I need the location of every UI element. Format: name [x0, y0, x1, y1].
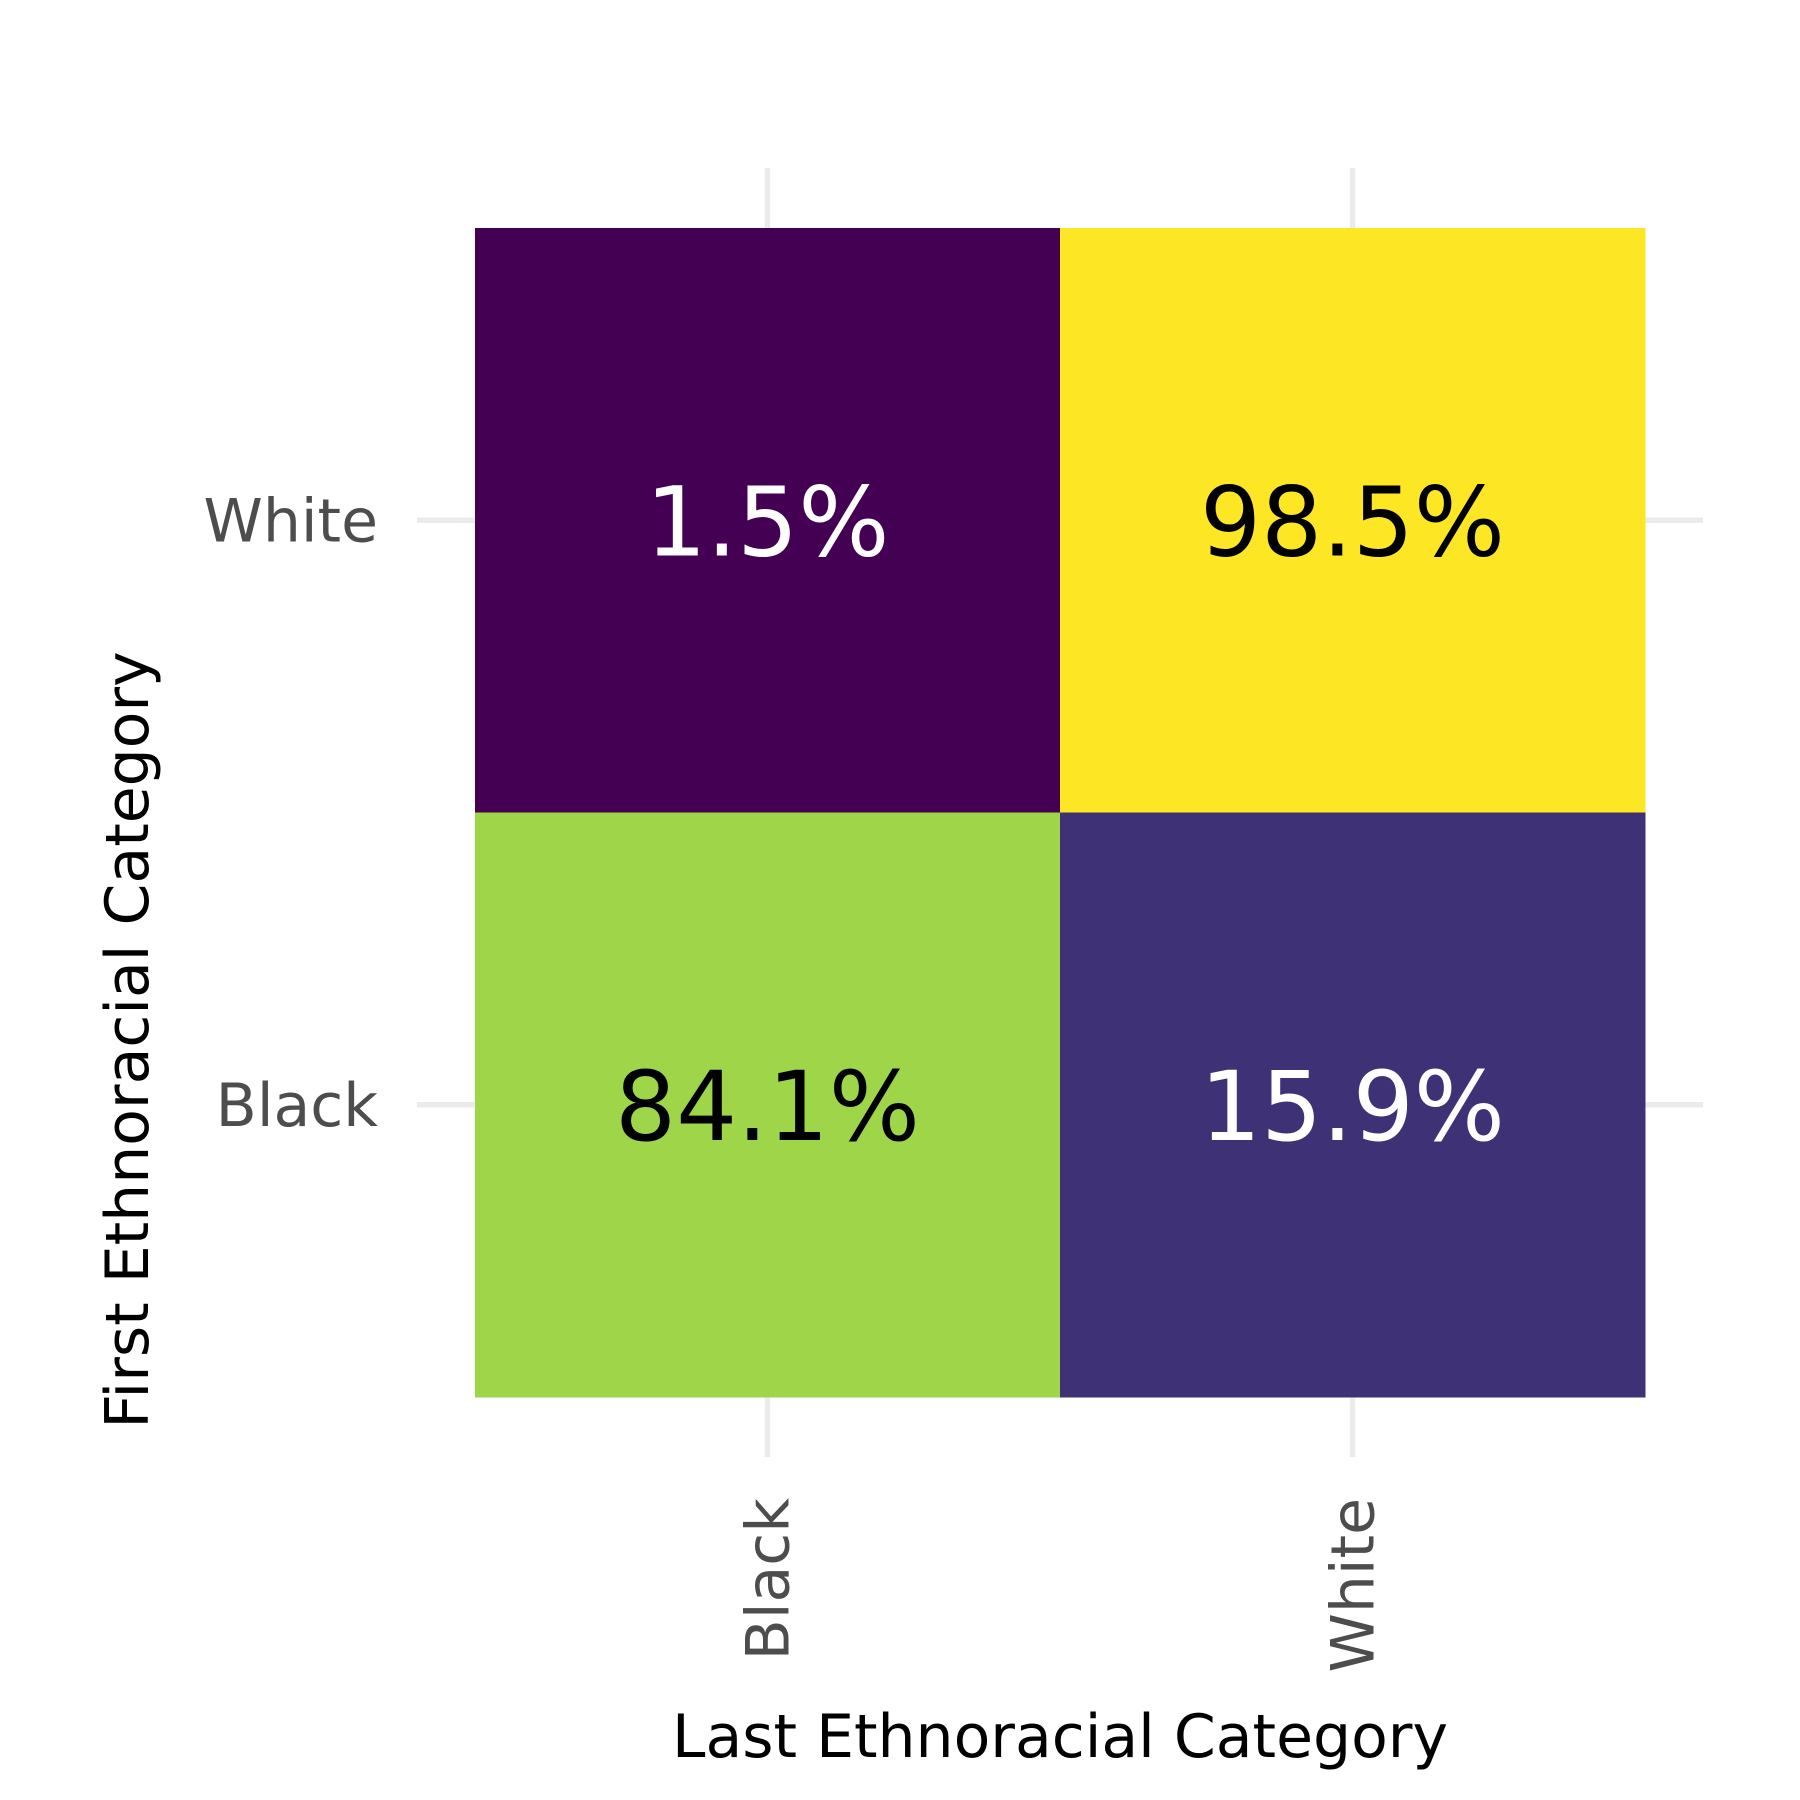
- heatmap-cell-black-white: [475, 228, 1061, 813]
- x-axis-title: Last Ethnoracial Category: [672, 1702, 1448, 1772]
- x-tick-label-white: White: [1319, 1498, 1389, 1672]
- cell-value-labels: 1.5% 98.5% 84.1% 15.9%: [615, 466, 1505, 1163]
- y-axis-ticks: Black White: [204, 486, 379, 1141]
- cell-value-label-black-black: 84.1%: [615, 1051, 920, 1163]
- x-tick-label-black: Black: [734, 1498, 804, 1661]
- cell-value-label-black-white: 1.5%: [646, 466, 890, 578]
- heatmap-cell-white-white: [1060, 228, 1646, 813]
- heatmap-cell-white-black: [1060, 812, 1646, 1398]
- y-tick-label-white: White: [204, 486, 378, 556]
- heatmap-cell-black-black: [475, 812, 1061, 1398]
- x-axis-ticks: Black White: [734, 1498, 1389, 1673]
- cell-value-label-white-black: 15.9%: [1200, 1051, 1505, 1163]
- y-axis-title: First Ethnoracial Category: [93, 651, 163, 1428]
- heatmap-cells: [475, 228, 1646, 1398]
- cell-value-label-white-white: 98.5%: [1200, 466, 1505, 578]
- y-tick-label-black: Black: [216, 1071, 379, 1141]
